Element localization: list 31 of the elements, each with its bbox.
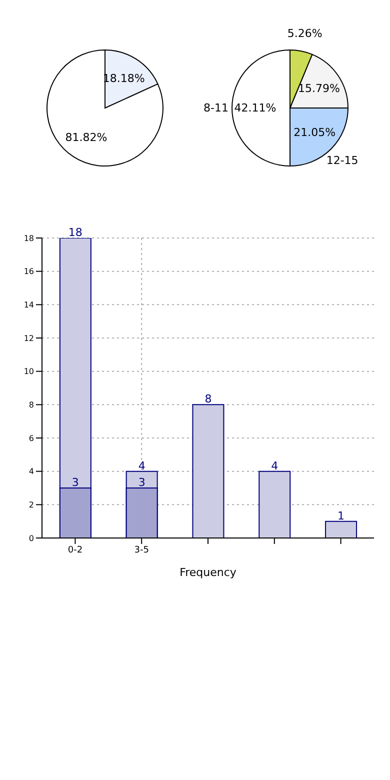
y-tick-label: 8 <box>28 400 34 410</box>
bar <box>258 470 291 538</box>
bar <box>325 520 358 538</box>
x-tick-label: 3-5 <box>134 545 149 556</box>
data-label: 18 <box>68 226 82 239</box>
y-tick-label: 14 <box>24 300 34 310</box>
data-label: 81.82% <box>65 130 108 144</box>
x-tick-label: 0-2 <box>68 545 83 556</box>
y-tick-label: 0 <box>28 534 34 543</box>
y-tick-label: 2 <box>28 500 34 510</box>
pie-slice <box>46 50 164 166</box>
y-tick-label: 16 <box>24 267 34 276</box>
y-tick-label: 4 <box>28 467 34 476</box>
y-tick-label: 12 <box>24 334 34 343</box>
data-label: 1 <box>338 509 345 522</box>
y-tick-label: 6 <box>28 434 34 443</box>
bar <box>192 404 224 538</box>
x-axis-title: Frequency <box>180 566 237 579</box>
data-label: 42.11% <box>234 102 276 115</box>
data-label: 15.79% <box>298 82 340 96</box>
data-label: 8 <box>204 392 212 406</box>
y-tick-label: 10 <box>24 367 34 376</box>
data-label: 3 <box>72 476 79 489</box>
data-label: 4 <box>271 459 278 472</box>
data-label: 5.26% <box>287 26 322 40</box>
data-label: 21.05% <box>294 126 336 140</box>
data-label: 4 <box>138 459 146 472</box>
slice-label: 8-11 <box>204 102 228 115</box>
slice-label: 12-15 <box>326 154 358 167</box>
y-tick-label: 18 <box>24 234 34 243</box>
data-label: 3 <box>138 476 146 489</box>
